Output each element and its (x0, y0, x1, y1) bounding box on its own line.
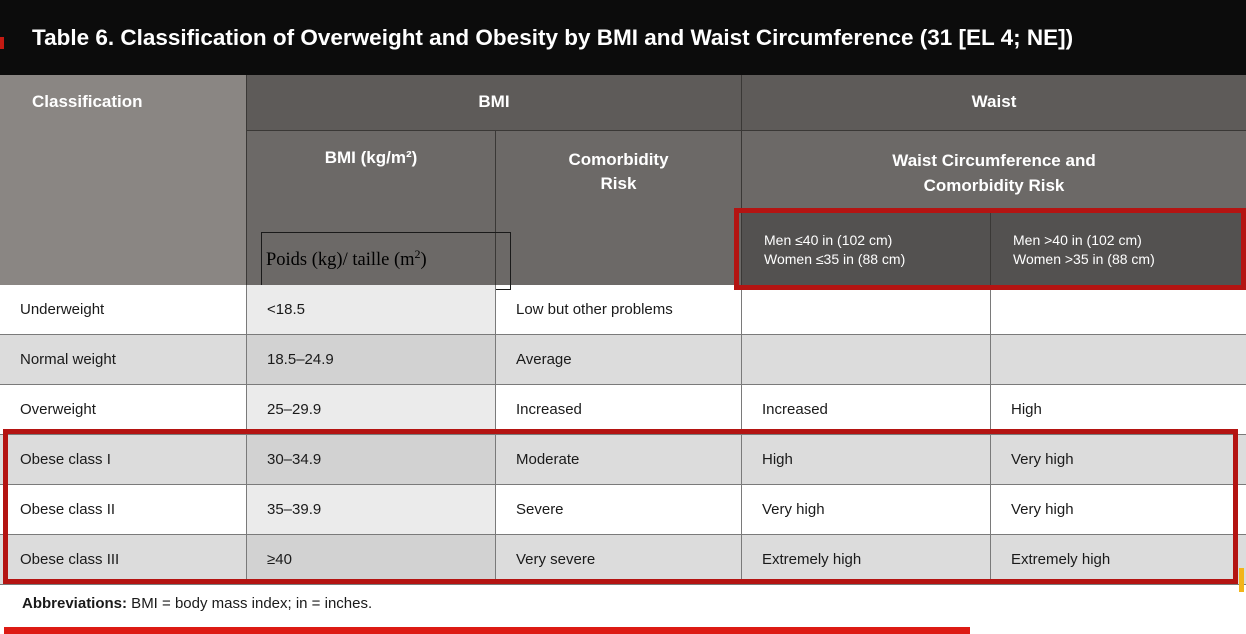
cell-waist-low: Increased (741, 385, 990, 434)
cell-classification: Normal weight (20, 351, 116, 368)
header-waist-high-threshold: Men >40 in (102 cm) Women >35 in (88 cm) (990, 212, 1246, 285)
cell-waist-low: Extremely high (741, 535, 990, 584)
cell-comorbidity: Moderate (495, 435, 741, 484)
table-row-overweight: Overweight 25–29.9 Increased Increased H… (0, 385, 1246, 435)
header-bmi-group: BMI (246, 75, 741, 130)
footnote-text: BMI = body mass index; in = inches. (127, 595, 373, 612)
cell-waist-low: High (741, 435, 990, 484)
table-row-underweight: Underweight <18.5 Low but other problems (0, 285, 1246, 335)
cell-waist-high: Extremely high (990, 535, 1246, 584)
cell-waist-low (741, 335, 990, 384)
cell-waist-high: Very high (990, 485, 1246, 534)
bmi-formula-annotation: Poids (kg)/ taille (m2) (261, 232, 511, 290)
abbreviations-footnote: Abbreviations: BMI = body mass index; in… (0, 585, 1230, 623)
formula-text: Poids (kg)/ taille (m (266, 250, 415, 271)
cell-comorbidity: Increased (495, 385, 741, 434)
table-row-normal-weight: Normal weight 18.5–24.9 Average (0, 335, 1246, 385)
cell-waist-low (741, 285, 990, 334)
header-bmi-unit: BMI (kg/m²) (246, 130, 495, 285)
header-comorbidity-risk: Comorbidity Risk (495, 130, 741, 285)
cell-waist-high: High (990, 385, 1246, 434)
cell-waist-high (990, 285, 1246, 334)
header-waist-group: Waist (741, 75, 1246, 130)
highlight-box-waist-thresholds (734, 208, 1246, 290)
cell-classification: Underweight (20, 301, 105, 318)
cell-bmi: 25–29.9 (246, 385, 495, 434)
cell-bmi: 35–39.9 (246, 485, 495, 534)
cell-bmi: 30–34.9 (246, 435, 495, 484)
cell-bmi: 18.5–24.9 (246, 335, 495, 384)
cell-classification: Obese class I (20, 451, 111, 468)
cell-classification: Obese class II (20, 501, 116, 518)
table-row-obese-class-3: Obese class III ≥40 Very severe Extremel… (0, 535, 1246, 585)
header-waist-circumference: Waist Circumference and Comorbidity Risk (741, 130, 1246, 212)
header-waist-low-threshold: Men ≤40 in (102 cm) Women ≤35 in (88 cm) (741, 212, 990, 285)
red-underline-mark (4, 627, 970, 634)
cell-waist-low: Very high (741, 485, 990, 534)
red-accent-mark (0, 37, 4, 49)
cell-comorbidity: Average (495, 335, 741, 384)
formula-close: ) (420, 250, 427, 271)
cell-comorbidity: Low but other problems (495, 285, 741, 334)
table-row-obese-class-2: Obese class II 35–39.9 Severe Very high … (0, 485, 1246, 535)
cell-comorbidity: Severe (495, 485, 741, 534)
yellow-edge-mark (1239, 568, 1244, 592)
cell-waist-high: Very high (990, 435, 1246, 484)
cell-classification: Overweight (20, 401, 96, 418)
cell-bmi: ≥40 (246, 535, 495, 584)
highlight-box-obese-rows (3, 429, 1238, 584)
table-row-obese-class-1: Obese class I 30–34.9 Moderate High Very… (0, 435, 1246, 485)
cell-comorbidity: Very severe (495, 535, 741, 584)
cell-classification: Obese class III (20, 551, 120, 568)
table-title: Table 6. Classification of Overweight an… (0, 0, 1246, 75)
table-body: Underweight <18.5 Low but other problems… (0, 285, 1246, 585)
formula-exponent: 2 (414, 247, 421, 261)
header-classification: Classification (0, 75, 246, 285)
cell-waist-high (990, 335, 1246, 384)
cell-bmi: <18.5 (246, 285, 495, 334)
footnote-label: Abbreviations: (22, 595, 128, 612)
